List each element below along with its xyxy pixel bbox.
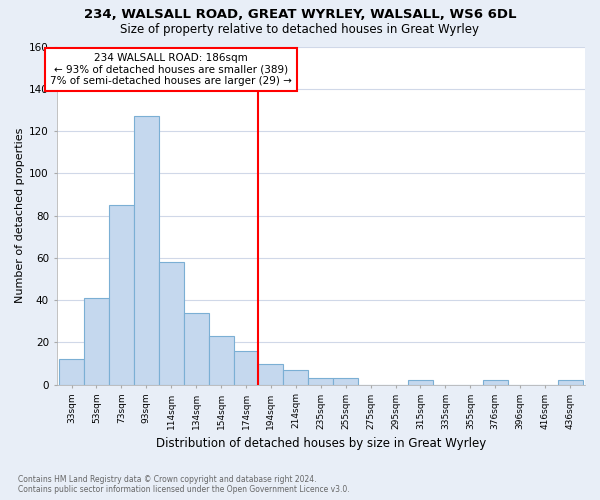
Bar — [134, 116, 159, 384]
Bar — [84, 298, 109, 384]
Bar — [259, 364, 283, 384]
Text: Size of property relative to detached houses in Great Wyrley: Size of property relative to detached ho… — [121, 22, 479, 36]
Bar — [557, 380, 583, 384]
Bar — [109, 205, 134, 384]
Bar — [408, 380, 433, 384]
Bar — [283, 370, 308, 384]
Text: 234, WALSALL ROAD, GREAT WYRLEY, WALSALL, WS6 6DL: 234, WALSALL ROAD, GREAT WYRLEY, WALSALL… — [84, 8, 516, 20]
Bar — [184, 313, 209, 384]
Bar — [59, 360, 84, 384]
X-axis label: Distribution of detached houses by size in Great Wyrley: Distribution of detached houses by size … — [155, 437, 486, 450]
Bar — [209, 336, 233, 384]
Y-axis label: Number of detached properties: Number of detached properties — [15, 128, 25, 304]
Bar — [483, 380, 508, 384]
Text: Contains HM Land Registry data © Crown copyright and database right 2024.
Contai: Contains HM Land Registry data © Crown c… — [18, 474, 350, 494]
Bar — [308, 378, 333, 384]
Text: 234 WALSALL ROAD: 186sqm
← 93% of detached houses are smaller (389)
7% of semi-d: 234 WALSALL ROAD: 186sqm ← 93% of detach… — [50, 53, 292, 86]
Bar — [159, 262, 184, 384]
Bar — [233, 351, 259, 384]
Bar — [333, 378, 358, 384]
